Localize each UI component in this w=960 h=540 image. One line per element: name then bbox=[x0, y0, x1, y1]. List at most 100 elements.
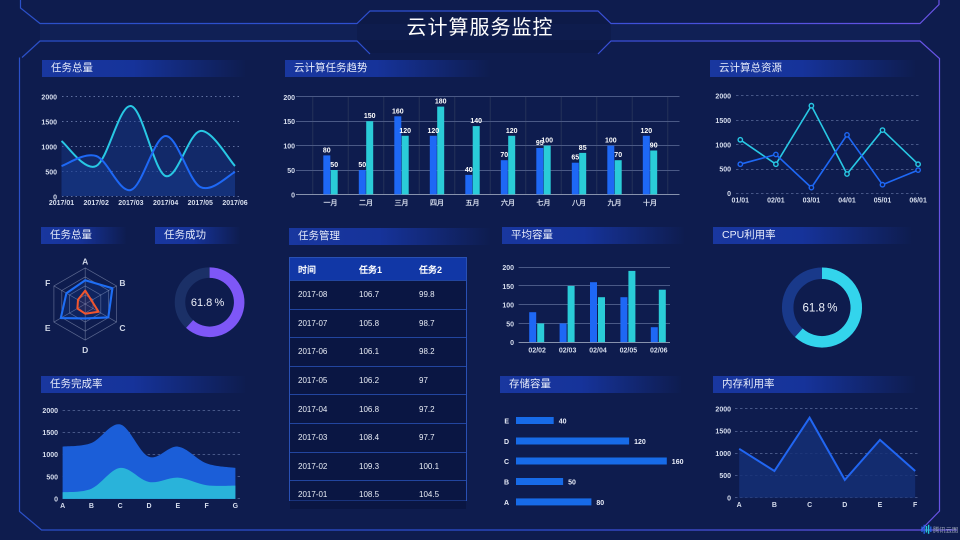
svg-text:0: 0 bbox=[53, 195, 57, 202]
svg-text:2017/03: 2017/03 bbox=[118, 200, 143, 207]
svg-text:100: 100 bbox=[541, 138, 553, 145]
svg-text:02/05: 02/05 bbox=[620, 347, 638, 354]
svg-text:02/02: 02/02 bbox=[528, 347, 546, 354]
svg-text:十月: 十月 bbox=[643, 198, 657, 207]
svg-text:四月: 四月 bbox=[430, 199, 444, 207]
svg-text:五月: 五月 bbox=[466, 199, 480, 207]
svg-text:500: 500 bbox=[46, 474, 58, 481]
svg-text:500: 500 bbox=[719, 473, 731, 480]
svg-text:腾讯云图: 腾讯云图 bbox=[933, 525, 958, 534]
svg-text:200: 200 bbox=[283, 95, 295, 102]
svg-text:03/01: 03/01 bbox=[803, 198, 821, 205]
svg-text:150: 150 bbox=[283, 119, 295, 126]
svg-text:160: 160 bbox=[672, 459, 684, 466]
svg-text:A: A bbox=[504, 500, 509, 507]
svg-text:2000: 2000 bbox=[715, 94, 731, 101]
svg-text:500: 500 bbox=[45, 170, 57, 177]
svg-text:C: C bbox=[504, 459, 509, 466]
svg-text:2017/06: 2017/06 bbox=[222, 200, 247, 207]
svg-text:2000: 2000 bbox=[42, 408, 58, 415]
svg-text:80: 80 bbox=[596, 500, 604, 507]
svg-text:100: 100 bbox=[283, 144, 295, 151]
svg-text:100: 100 bbox=[502, 303, 514, 310]
svg-text:2017/05: 2017/05 bbox=[188, 200, 213, 207]
svg-text:八月: 八月 bbox=[571, 199, 586, 207]
svg-text:2017/04: 2017/04 bbox=[153, 200, 178, 207]
svg-text:1500: 1500 bbox=[42, 430, 58, 437]
svg-text:E: E bbox=[175, 503, 180, 510]
svg-text:2017/02: 2017/02 bbox=[84, 200, 109, 207]
svg-text:90: 90 bbox=[650, 143, 658, 150]
svg-text:D: D bbox=[82, 345, 88, 355]
svg-text:D: D bbox=[146, 503, 151, 510]
svg-text:0: 0 bbox=[54, 497, 58, 504]
svg-text:50: 50 bbox=[330, 162, 338, 169]
svg-text:F: F bbox=[45, 278, 50, 288]
svg-text:九月: 九月 bbox=[607, 198, 622, 207]
svg-text:B: B bbox=[119, 278, 125, 288]
svg-text:E: E bbox=[878, 502, 883, 509]
svg-text:A: A bbox=[737, 502, 742, 509]
svg-text:1000: 1000 bbox=[715, 451, 731, 458]
svg-text:B: B bbox=[504, 480, 509, 487]
svg-text:1000: 1000 bbox=[41, 145, 57, 152]
svg-text:120: 120 bbox=[506, 128, 518, 135]
svg-text:C: C bbox=[119, 323, 125, 333]
svg-text:02/06: 02/06 bbox=[650, 347, 668, 354]
svg-text:120: 120 bbox=[634, 439, 646, 446]
svg-text:B: B bbox=[772, 502, 777, 509]
svg-text:G: G bbox=[233, 503, 239, 510]
svg-text:180: 180 bbox=[435, 99, 447, 106]
svg-text:2000: 2000 bbox=[41, 95, 57, 102]
svg-text:1000: 1000 bbox=[715, 142, 731, 149]
svg-text:D: D bbox=[504, 439, 509, 446]
svg-text:1500: 1500 bbox=[715, 118, 731, 125]
svg-text:0: 0 bbox=[291, 192, 295, 199]
svg-text:三月: 三月 bbox=[395, 199, 409, 207]
svg-text:六月: 六月 bbox=[501, 198, 515, 207]
svg-text:500: 500 bbox=[719, 167, 731, 174]
svg-text:50: 50 bbox=[287, 168, 295, 175]
svg-text:80: 80 bbox=[323, 147, 331, 154]
svg-text:1500: 1500 bbox=[41, 120, 57, 127]
svg-text:E: E bbox=[504, 419, 509, 426]
svg-text:50: 50 bbox=[506, 321, 514, 328]
svg-text:云计算服务监控: 云计算服务监控 bbox=[407, 16, 554, 39]
svg-text:2000: 2000 bbox=[715, 406, 731, 413]
svg-text:1000: 1000 bbox=[42, 452, 58, 459]
svg-text:150: 150 bbox=[364, 113, 376, 120]
svg-text:01/01: 01/01 bbox=[732, 198, 750, 205]
svg-text:一月: 一月 bbox=[324, 199, 338, 207]
svg-text:40: 40 bbox=[559, 419, 567, 426]
svg-text:七月: 七月 bbox=[537, 198, 551, 207]
svg-text:D: D bbox=[842, 502, 847, 509]
svg-text:120: 120 bbox=[427, 128, 439, 135]
svg-text:A: A bbox=[82, 257, 88, 267]
svg-text:0: 0 bbox=[510, 340, 514, 347]
svg-text:85: 85 bbox=[579, 145, 587, 152]
svg-text:C: C bbox=[118, 503, 123, 510]
svg-text:50: 50 bbox=[358, 162, 366, 169]
svg-text:50: 50 bbox=[568, 480, 576, 487]
svg-text:61.8 %: 61.8 % bbox=[803, 303, 838, 315]
svg-text:70: 70 bbox=[500, 152, 508, 159]
svg-text:140: 140 bbox=[470, 118, 482, 125]
svg-text:06/01: 06/01 bbox=[909, 198, 927, 205]
svg-text:150: 150 bbox=[502, 284, 514, 291]
svg-text:F: F bbox=[913, 502, 918, 509]
svg-text:F: F bbox=[204, 503, 209, 510]
svg-text:E: E bbox=[45, 323, 51, 333]
svg-text:2017/01: 2017/01 bbox=[49, 200, 74, 207]
svg-text:02/01: 02/01 bbox=[767, 198, 785, 205]
svg-text:B: B bbox=[89, 503, 94, 510]
svg-text:95: 95 bbox=[536, 140, 544, 147]
svg-text:160: 160 bbox=[392, 108, 404, 115]
svg-text:70: 70 bbox=[614, 152, 622, 159]
svg-text:二月: 二月 bbox=[359, 199, 373, 207]
svg-text:120: 120 bbox=[640, 128, 652, 135]
svg-text:05/01: 05/01 bbox=[874, 198, 892, 205]
svg-text:1500: 1500 bbox=[715, 429, 731, 436]
svg-text:200: 200 bbox=[502, 265, 514, 272]
svg-text:04/01: 04/01 bbox=[838, 198, 856, 205]
svg-text:120: 120 bbox=[399, 128, 411, 135]
